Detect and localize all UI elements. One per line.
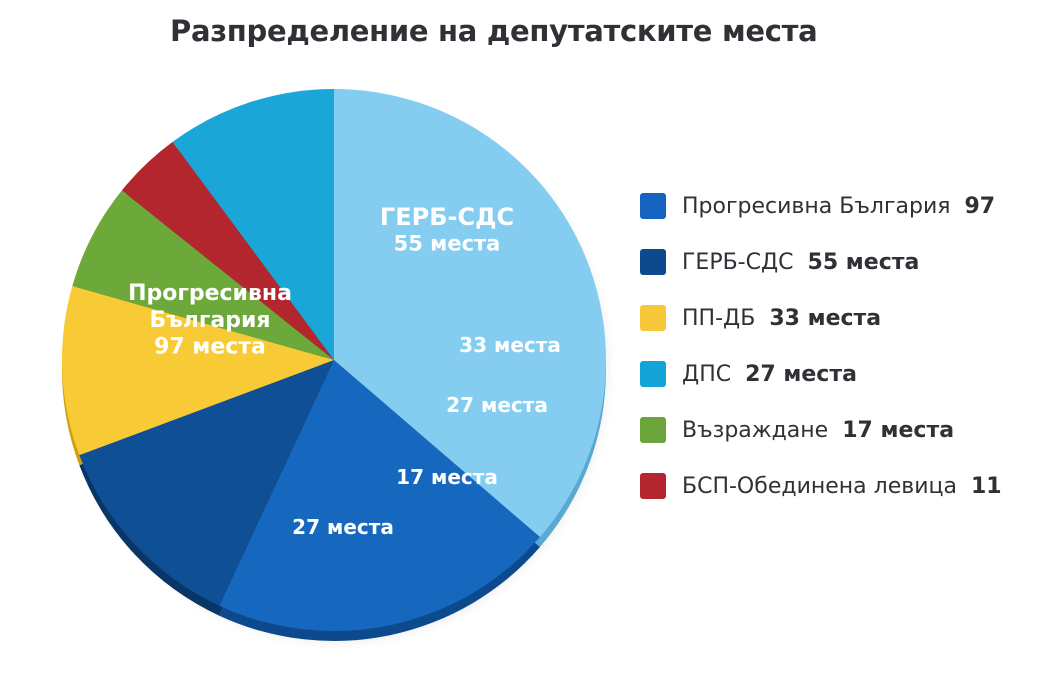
- legend-value-2: 55 места: [807, 249, 920, 275]
- legend-label-4: ДПС: [682, 361, 732, 387]
- pie-slice-4: [62, 286, 334, 456]
- pie-label-2: ГЕРБ-СДС 55 места: [380, 203, 514, 256]
- pie-slices: [62, 89, 606, 631]
- pie-slice-3: [79, 360, 334, 606]
- legend-item-6: БСП-Обединена левица 11: [640, 458, 1045, 514]
- pie-label-4: 27 места: [446, 393, 548, 417]
- legend-value-5: 17 места: [842, 417, 955, 443]
- pie-label-1: Прогресивна България 97 места: [128, 281, 292, 360]
- legend-item-5: Възраждане 17 места: [640, 402, 1045, 458]
- legend-value-4: 27 места: [745, 361, 857, 387]
- legend-swatch-5: [640, 417, 666, 443]
- legend-value-1: 97: [964, 193, 996, 219]
- pie-slice-1: [334, 89, 606, 538]
- legend-label-1: Прогресивна България: [682, 193, 951, 219]
- legend-label-5: Възраждане: [682, 417, 829, 443]
- legend-swatch-4: [640, 361, 666, 387]
- pie-slice-2: [219, 360, 540, 631]
- legend-item-3: ПП-ДБ 33 места: [640, 290, 1045, 346]
- legend-value-6: 11: [970, 473, 1002, 499]
- legend: Прогресивна България 97 ГЕРБ-СДС 55 места ПП…: [640, 178, 1045, 514]
- legend-swatch-6: [640, 473, 666, 499]
- legend-label-3: ПП-ДБ: [682, 305, 756, 331]
- legend-swatch-2: [640, 249, 666, 275]
- chart-title: Разпределение на депутатските места: [170, 14, 818, 48]
- legend-swatch-3: [640, 305, 666, 331]
- pie-slice-6: [121, 141, 334, 360]
- legend-label-2: ГЕРБ-СДС: [682, 249, 794, 275]
- pie-labels: Прогресивна България 97 места ГЕРБ-СДС 55 ме…: [128, 203, 561, 539]
- legend-label-6: БСП-Обединена левица: [682, 473, 957, 499]
- legend-item-1: Прогресивна България 97: [640, 178, 1045, 234]
- pie-label-5: 17 места: [396, 465, 498, 489]
- legend-value-3: 33 места: [769, 305, 882, 331]
- pie-label-3: 33 места: [459, 333, 561, 357]
- legend-item-4: ДПС 27 места: [640, 346, 1045, 402]
- pie-slice-7: [172, 89, 334, 360]
- legend-item-2: ГЕРБ-СДС 55 места: [640, 234, 1045, 290]
- pie-label-7: 27 места: [292, 515, 394, 539]
- pie-slice-5: [72, 190, 334, 360]
- legend-swatch-1: [640, 193, 666, 219]
